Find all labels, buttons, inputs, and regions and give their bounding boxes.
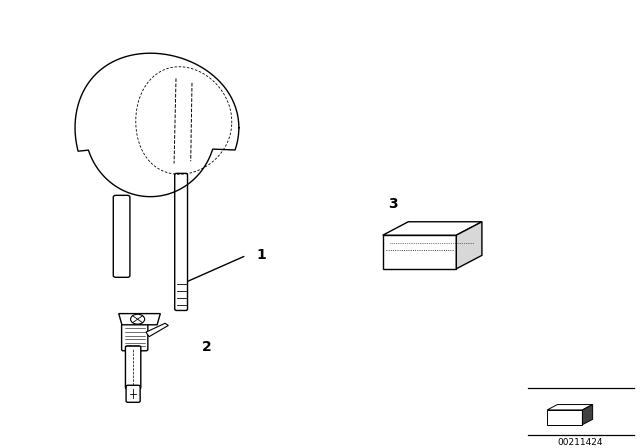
Circle shape xyxy=(131,314,145,324)
FancyBboxPatch shape xyxy=(125,346,141,389)
FancyBboxPatch shape xyxy=(122,323,148,351)
Polygon shape xyxy=(547,405,593,410)
FancyBboxPatch shape xyxy=(126,385,140,402)
Text: 3: 3 xyxy=(388,197,398,211)
Text: 2: 2 xyxy=(202,340,211,354)
Polygon shape xyxy=(383,222,482,235)
Polygon shape xyxy=(383,235,456,269)
Polygon shape xyxy=(582,405,593,425)
FancyBboxPatch shape xyxy=(113,195,130,277)
Polygon shape xyxy=(456,222,482,269)
Polygon shape xyxy=(146,323,168,337)
Text: 00211424: 00211424 xyxy=(557,438,604,447)
Polygon shape xyxy=(119,314,160,325)
FancyBboxPatch shape xyxy=(175,173,188,310)
Text: 1: 1 xyxy=(256,248,266,263)
Polygon shape xyxy=(547,410,582,425)
